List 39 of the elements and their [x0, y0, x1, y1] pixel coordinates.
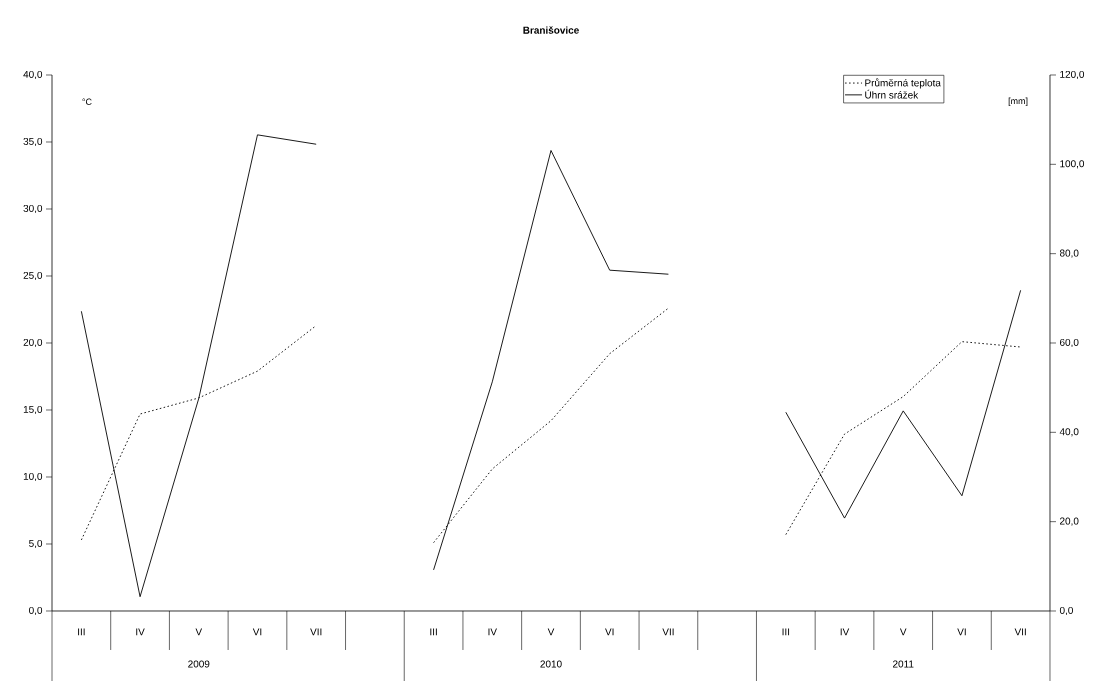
x-tick-label: V [899, 628, 907, 636]
text: 2010 [540, 660, 562, 668]
y-tick-label: 0,0 [29, 606, 43, 615]
x-tick-label: III [78, 628, 85, 636]
y2-tick-label: 40,0 [1059, 428, 1079, 437]
y-tick-label: 30,0 [23, 204, 43, 213]
legend-label: Úhrn srážek [865, 89, 919, 99]
y2-axis-title: [mm] [1008, 97, 1028, 106]
legend-label: Průměrná teplota [865, 78, 941, 89]
y-tick-label: 5,0 [29, 539, 43, 548]
y-tick-label: 15,0 [23, 405, 43, 414]
x-tick-label: VI [252, 628, 262, 636]
text: 2011 [893, 660, 914, 668]
x-tick-label: V [547, 628, 555, 636]
x-tick-label: IV [840, 628, 850, 636]
y-tick-label: 40,0 [23, 70, 43, 79]
y2-tick-label: 60,0 [1060, 338, 1079, 347]
y2-tick-label: 0,0 [1059, 606, 1073, 615]
y-axis-title: °C [82, 98, 92, 105]
y2-tick-label: 20,0 [1060, 517, 1079, 526]
text: 2009 [188, 660, 210, 668]
y-tick-label: 35,0 [23, 137, 43, 146]
x-tick-label: V [195, 628, 203, 636]
y-tick-label: 20,0 [23, 338, 43, 347]
x-tick-label: VII [310, 628, 322, 636]
x-tick-label: IV [488, 628, 497, 636]
x-tick-label: VI [957, 628, 966, 636]
chart-title: Branišovice [523, 26, 579, 34]
x-tick-label: III [430, 628, 437, 636]
y-tick-label: 10,0 [23, 472, 43, 481]
x-tick-label: VII [1014, 628, 1026, 636]
x-tick-label: VI [605, 628, 614, 636]
x-tick-label: IV [136, 628, 145, 636]
x-tick-label: VII [662, 628, 674, 636]
y2-tick-label: 100,0 [1060, 160, 1085, 169]
y-tick-label: 25,0 [23, 271, 43, 280]
x-tick-label: III [782, 628, 790, 636]
y2-tick-label: 120,0 [1060, 70, 1085, 79]
y2-tick-label: 80,0 [1059, 249, 1079, 258]
